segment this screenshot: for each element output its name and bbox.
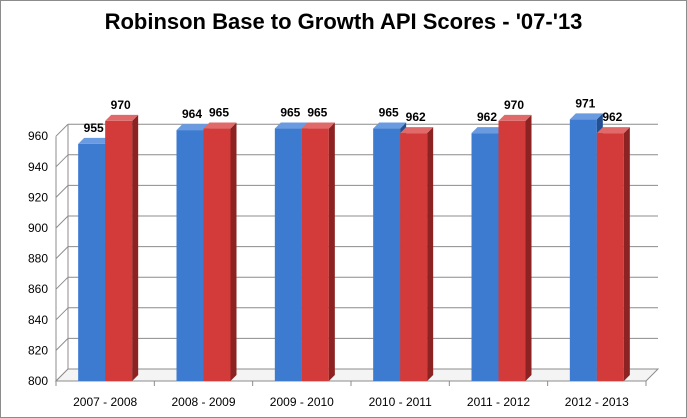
gridline-side — [55, 123, 69, 137]
y-tick-label: 900 — [28, 221, 48, 235]
bar-top — [78, 137, 112, 144]
bar-top — [105, 114, 139, 121]
x-tick-label: 2012 - 2013 — [565, 395, 629, 409]
grid-layer — [55, 123, 658, 382]
bar-front — [498, 120, 526, 382]
bar-top — [274, 122, 308, 129]
bar-top — [203, 122, 237, 129]
gridline-side — [55, 154, 69, 168]
bar-front — [176, 130, 204, 381]
data-label: 964 — [182, 107, 202, 121]
bar-top — [498, 114, 532, 121]
bar-side — [230, 122, 237, 382]
x-tick-label: 2010 - 2011 — [369, 395, 432, 409]
gridline-side — [55, 215, 69, 229]
bar-front — [471, 133, 499, 381]
data-label: 965 — [209, 106, 229, 120]
data-label: 962 — [477, 110, 497, 124]
chart-floor — [54, 368, 660, 382]
y-tick-label: 800 — [28, 374, 48, 388]
data-label: 962 — [602, 110, 622, 124]
bar-top — [596, 127, 630, 134]
y-tick-label: 920 — [28, 190, 48, 204]
bar-side — [623, 127, 630, 381]
data-label: 965 — [307, 106, 327, 120]
bar-series-1 — [471, 127, 505, 381]
bar-front — [78, 143, 106, 381]
data-label: 965 — [379, 106, 399, 120]
data-label: 965 — [280, 106, 300, 120]
gridline-side — [55, 246, 69, 259]
gridline-side — [55, 276, 69, 290]
bar-side — [132, 114, 139, 382]
x-tick-label: 2009 - 2010 — [270, 395, 334, 409]
bar-front — [373, 128, 401, 381]
bar-series-2 — [105, 114, 139, 382]
bar-top — [176, 124, 210, 131]
bar-top — [373, 122, 407, 129]
bar-front — [569, 119, 597, 382]
data-label: 955 — [84, 121, 104, 135]
chart-title: Robinson Base to Growth API Scores - '07… — [104, 9, 583, 34]
y-tick-label: 820 — [28, 343, 48, 357]
y-tick-label: 880 — [28, 252, 48, 266]
bar-top — [301, 122, 335, 129]
bar-top — [569, 113, 603, 120]
bar-front — [301, 128, 329, 381]
bar-front — [400, 133, 428, 381]
bar-front — [596, 133, 624, 381]
gridline-side — [55, 185, 69, 198]
bar-series-2 — [498, 114, 532, 382]
bar-front — [105, 120, 133, 382]
y-tick-label: 940 — [28, 160, 48, 174]
bar-series-2 — [596, 127, 630, 381]
bar-front — [274, 128, 302, 381]
bar-side — [525, 114, 532, 382]
x-tick-label: 2008 - 2009 — [171, 395, 235, 409]
data-label: 970 — [504, 98, 524, 112]
data-label: 962 — [406, 110, 426, 124]
label-layer: 955 970 964 965 965 965 965 962 962 970 971 962 — [84, 96, 623, 134]
bar-series-2 — [400, 127, 434, 381]
x-tick-label: 2007 - 2008 — [73, 395, 137, 409]
y-tick-label: 960 — [28, 129, 48, 143]
bar-series-2 — [203, 122, 237, 382]
x-tick-label: 2011 - 2012 — [467, 395, 530, 409]
y-tick-label: 860 — [28, 282, 48, 296]
bar-side — [328, 122, 335, 382]
bar-series-2 — [301, 122, 335, 382]
bar-top — [400, 127, 434, 134]
gridline-side — [55, 307, 69, 321]
y-tick-label: 840 — [28, 313, 48, 327]
data-label: 970 — [111, 98, 131, 112]
gridline-side — [55, 338, 69, 351]
bar-layer — [78, 113, 630, 382]
bar-front — [203, 128, 231, 381]
bar-side — [427, 127, 434, 381]
data-label: 971 — [575, 96, 595, 110]
bar-top — [471, 127, 505, 134]
